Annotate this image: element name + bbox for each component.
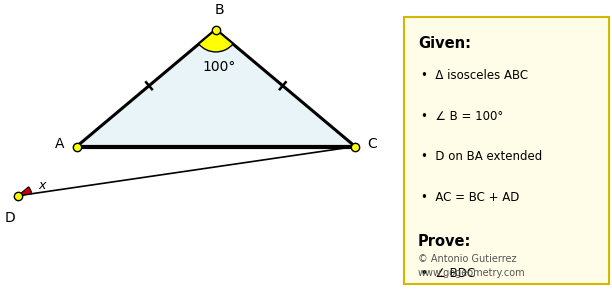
Polygon shape bbox=[76, 30, 355, 146]
Text: www.gogeometry.com: www.gogeometry.com bbox=[418, 268, 526, 278]
Text: C: C bbox=[368, 137, 378, 151]
Text: •  AC = BC + AD: • AC = BC + AD bbox=[421, 190, 520, 203]
Text: •  Δ isosceles ABC: • Δ isosceles ABC bbox=[421, 69, 528, 82]
Text: © Antonio Gutierrez: © Antonio Gutierrez bbox=[418, 254, 517, 263]
Text: A: A bbox=[54, 137, 64, 151]
Text: 100°: 100° bbox=[203, 60, 236, 74]
Text: Prove:: Prove: bbox=[418, 234, 471, 249]
Text: •  ∠ BDC: • ∠ BDC bbox=[421, 267, 475, 280]
Text: Given:: Given: bbox=[418, 36, 471, 51]
Text: D: D bbox=[4, 211, 15, 225]
Text: •  ∠ B = 100°: • ∠ B = 100° bbox=[421, 110, 503, 122]
Wedge shape bbox=[199, 30, 233, 52]
Text: •  D on BA extended: • D on BA extended bbox=[421, 150, 542, 163]
Text: x: x bbox=[39, 178, 46, 192]
Wedge shape bbox=[18, 187, 32, 196]
Text: B: B bbox=[215, 3, 224, 17]
